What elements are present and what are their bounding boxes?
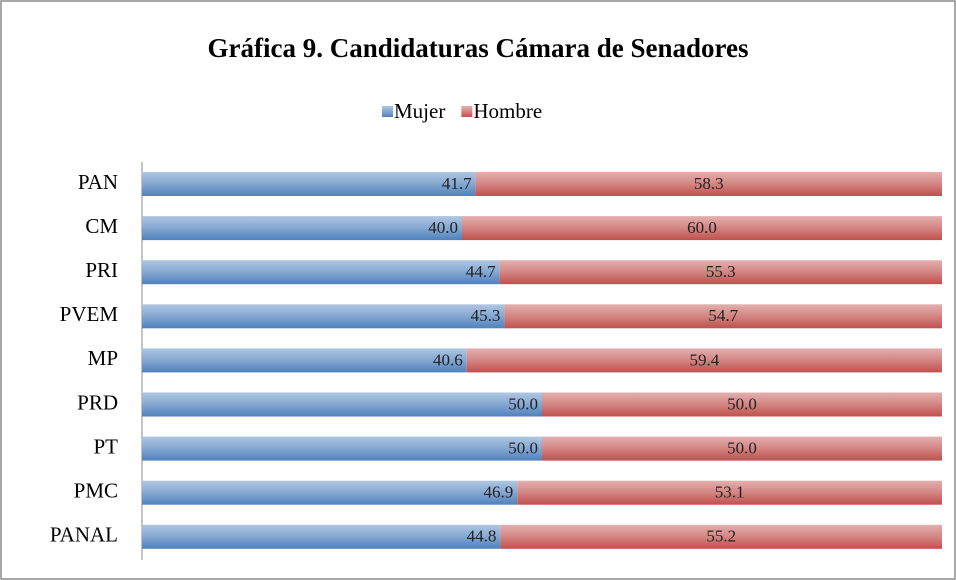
bar-segment [499, 260, 942, 285]
bar-segment [142, 172, 476, 196]
y-tick-label: PAN [78, 170, 118, 194]
value-label: 45.3 [471, 306, 501, 325]
value-label: 46.9 [483, 483, 513, 502]
value-label: 60.0 [687, 218, 717, 237]
value-label: 55.3 [706, 262, 736, 281]
bar-segment [466, 348, 942, 373]
legend-label: Hombre [473, 99, 542, 123]
value-label: 40.6 [433, 350, 463, 369]
y-tick-label: PT [93, 434, 118, 458]
value-label: 50.0 [508, 439, 538, 458]
bar-segment [142, 436, 542, 461]
value-label: 54.7 [708, 306, 738, 325]
bar-segment [142, 260, 500, 285]
bar-segment [504, 304, 942, 329]
bar-segment [142, 216, 462, 241]
y-tick-label: PANAL [50, 523, 118, 547]
value-label: 40.0 [428, 218, 458, 237]
bar-segment [142, 304, 505, 329]
legend-label: Mujer [394, 99, 445, 123]
value-label: 58.3 [694, 174, 724, 193]
value-label: 50.0 [727, 394, 757, 413]
value-label: 50.0 [508, 394, 538, 413]
bar-segment [542, 392, 942, 417]
value-label: 53.1 [715, 483, 745, 502]
y-tick-label: PRI [85, 258, 118, 282]
bar-segment [462, 216, 942, 241]
y-tick-label: PVEM [60, 302, 119, 326]
legend-swatch [461, 106, 473, 117]
bar-segment [142, 524, 501, 549]
bar-segment [475, 172, 942, 196]
y-tick-label: MP [88, 346, 118, 370]
y-tick-label: CM [85, 214, 118, 238]
value-label: 44.8 [467, 527, 497, 546]
bar-segment [142, 348, 467, 373]
bar-segment [542, 436, 942, 461]
value-label: 44.7 [466, 262, 496, 281]
y-tick-label: PRD [77, 390, 118, 414]
value-label: 50.0 [727, 439, 757, 458]
bar-segment [142, 392, 542, 417]
value-label: 55.2 [706, 527, 736, 546]
y-tick-label: PMC [74, 479, 118, 503]
value-label: 41.7 [442, 174, 472, 193]
legend-swatch [382, 106, 393, 117]
bar-segment [500, 524, 942, 549]
bar-segment [142, 480, 518, 505]
value-label: 59.4 [690, 350, 720, 369]
bar-segment [517, 480, 942, 505]
chart-title: Gráfica 9. Candidaturas Cámara de Senado… [207, 33, 748, 63]
